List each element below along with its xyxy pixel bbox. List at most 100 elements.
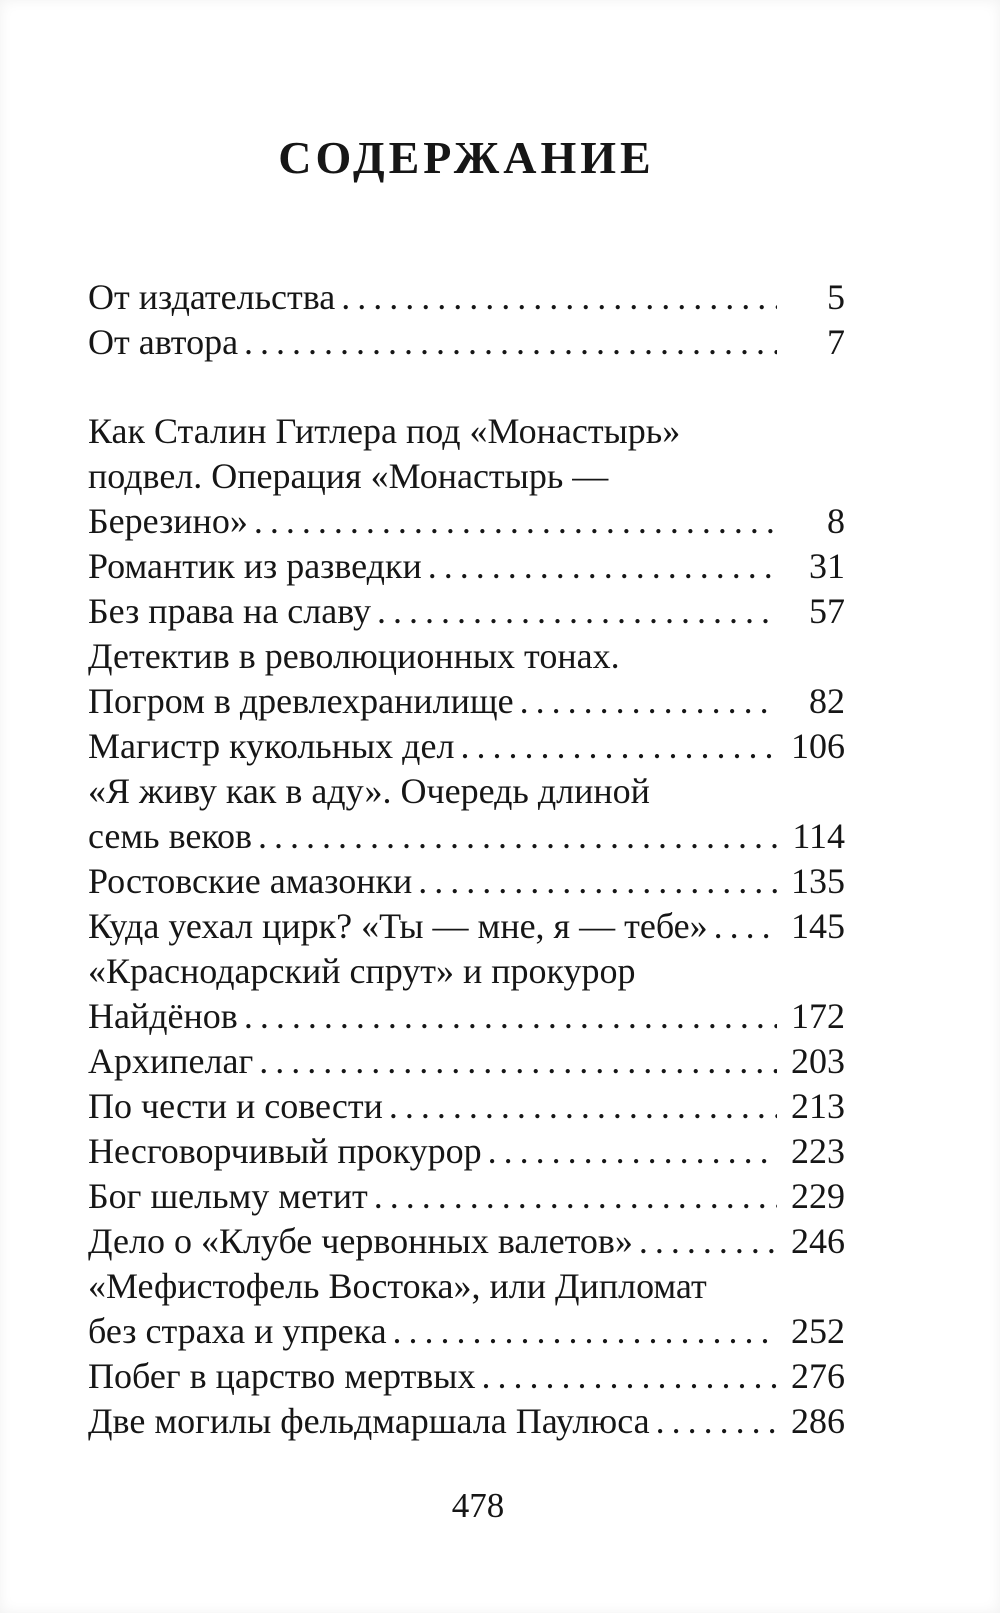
toc-entry-wrapped-lines: Как Сталин Гитлера под «Монастырь» подвел…: [88, 409, 845, 499]
toc-entry-line: Как Сталин Гитлера под «Монастырь»: [88, 411, 681, 452]
dot-leader: [488, 1129, 777, 1174]
toc-entry-title: Побег в царство мертвых: [88, 1356, 476, 1397]
toc-entry-title: Ростовские амазонки: [88, 861, 413, 902]
toc-entry-page: 106: [791, 726, 845, 767]
toc-entry-wrapped-lines: «Мефистофель Востока», или Дипломат: [88, 1264, 845, 1309]
toc-entry-lastline: Побег в царство мертвых 276: [88, 1354, 845, 1399]
toc-entry-lastline: Несговорчивый прокурор 223: [88, 1129, 845, 1174]
toc-entry-title: Найдёнов: [88, 996, 238, 1037]
toc-entry-lastline: Ростовские амазонки 135: [88, 859, 845, 904]
toc-entry-page: 31: [809, 546, 845, 587]
toc-entry: «Я живу как в аду». Очередь длиной семь …: [88, 769, 845, 859]
toc-entry-wrapped-lines: «Я живу как в аду». Очередь длиной: [88, 769, 845, 814]
toc-entry: Бог шельму метит 229: [88, 1174, 845, 1219]
toc-entry-page: 213: [791, 1086, 845, 1127]
toc-entry-page: 7: [827, 322, 845, 363]
toc-entry: Магистр кукольных дел 106: [88, 724, 845, 769]
toc-entry: Куда уехал цирк? «Ты — мне, я — тебе» 14…: [88, 904, 845, 949]
toc-heading: СОДЕРЖАНИЕ: [278, 132, 655, 183]
toc-entry-page: 223: [791, 1131, 845, 1172]
toc-chapters: Как Сталин Гитлера под «Монастырь» подвел…: [88, 409, 845, 1444]
toc-entry-title: Березино»: [88, 501, 248, 542]
toc-entry: Две могилы фельдмаршала Паулюса 286: [88, 1399, 845, 1444]
toc-entry-wrapped-lines: «Краснодарский спрут» и прокурор: [88, 949, 845, 994]
toc-entry-lastline: Березино» 8: [88, 499, 845, 544]
toc-entry-title: Две могилы фельдмаршала Паулюса: [88, 1401, 650, 1442]
toc-entry-lastline: Романтик из разведки 31: [88, 544, 845, 589]
toc-entry-line: «Краснодарский спрут» и прокурор: [88, 951, 636, 992]
toc-entry-line: «Мефистофель Востока», или Дипломат: [88, 1266, 707, 1307]
toc-entry-title: Куда уехал цирк? «Ты — мне, я — тебе»: [88, 906, 708, 947]
dot-leader: [460, 724, 777, 769]
dot-leader: [482, 1354, 778, 1399]
toc-entry: От издательства 5: [88, 275, 845, 320]
toc-entry-title: Архипелаг: [88, 1041, 254, 1082]
page-number: 478: [451, 1486, 505, 1525]
toc-entry-lastline: Две могилы фельдмаршала Паулюса 286: [88, 1399, 845, 1444]
toc-entry-lastline: Дело о «Клубе червонных валетов» 246: [88, 1219, 845, 1264]
toc-entry-lastline: По чести и совести 213: [88, 1084, 845, 1129]
toc-entry-title: без страха и упрека: [88, 1311, 387, 1352]
dot-leader: [341, 275, 777, 320]
toc-entry-wrapped-lines: Детектив в революционных тонах.: [88, 634, 845, 679]
toc-entry-lastline: Без права на славу 57: [88, 589, 845, 634]
dot-leader: [520, 679, 777, 724]
toc-entry-title: Бог шельму метит: [88, 1176, 368, 1217]
dot-leader: [254, 499, 777, 544]
toc-entry: По чести и совести 213: [88, 1084, 845, 1129]
toc-content: СОДЕРЖАНИЕ От издательства 5 От автора 7…: [88, 130, 845, 1444]
toc-entry-lastline: Бог шельму метит 229: [88, 1174, 845, 1219]
toc-entry: Без права на славу 57: [88, 589, 845, 634]
toc-entry-title: семь веков: [88, 816, 253, 857]
toc-entry-page: 252: [791, 1311, 845, 1352]
dot-leader: [389, 1084, 777, 1129]
toc-entry: Несговорчивый прокурор 223: [88, 1129, 845, 1174]
toc-front-matter: От издательства 5 От автора 7: [88, 275, 845, 365]
toc-entry-title: Дело о «Клубе червонных валетов»: [88, 1221, 633, 1262]
dot-leader: [714, 904, 777, 949]
toc-entry-title: Магистр кукольных дел: [88, 726, 455, 767]
dot-leader: [244, 320, 777, 365]
toc-entry-title: По чести и совести: [88, 1086, 383, 1127]
toc-entry-lastline: Куда уехал цирк? «Ты — мне, я — тебе» 14…: [88, 904, 845, 949]
toc-entry: «Краснодарский спрут» и прокурор Найдёно…: [88, 949, 845, 1039]
toc-entry-title: Несговорчивый прокурор: [88, 1131, 482, 1172]
toc-entry-page: 229: [791, 1176, 845, 1217]
toc-entry-title: Погром в древлехранилище: [88, 681, 514, 722]
toc-list: От издательства 5 От автора 7 Как Сталин…: [88, 275, 845, 1444]
toc-entry-line: подвел. Операция «Монастырь —: [88, 456, 609, 497]
toc-entry-page: 8: [827, 501, 845, 542]
toc-entry-lastline: Магистр кукольных дел 106: [88, 724, 845, 769]
toc-entry-line: «Я живу как в аду». Очередь длиной: [88, 771, 650, 812]
toc-entry-lastline: Погром в древлехранилище 82: [88, 679, 845, 724]
dot-leader: [656, 1399, 777, 1444]
toc-entry-title: От издательства: [88, 277, 336, 318]
toc-entry: Как Сталин Гитлера под «Монастырь» подвел…: [88, 409, 845, 544]
toc-entry: От автора 7: [88, 320, 845, 365]
toc-entry: «Мефистофель Востока», или Дипломат без …: [88, 1264, 845, 1354]
dot-leader: [374, 1174, 777, 1219]
dot-leader: [393, 1309, 777, 1354]
dot-leader: [418, 859, 777, 904]
dot-leader: [428, 544, 777, 589]
dot-leader: [639, 1219, 777, 1264]
dot-leader: [244, 994, 777, 1039]
toc-entry-page: 286: [791, 1401, 845, 1442]
toc-entry-page: 145: [791, 906, 845, 947]
toc-entry-title: Романтик из разведки: [88, 546, 422, 587]
toc-entry-page: 57: [809, 591, 845, 632]
toc-entry-lastline: семь веков 114: [88, 814, 845, 859]
toc-entry-page: 5: [827, 277, 845, 318]
toc-entry: Дело о «Клубе червонных валетов» 246: [88, 1219, 845, 1264]
toc-entry-page: 82: [809, 681, 845, 722]
dot-leader: [259, 1039, 777, 1084]
toc-entry-page: 172: [791, 996, 845, 1037]
toc-entry-lastline: Найдёнов 172: [88, 994, 845, 1039]
toc-entry-page: 135: [791, 861, 845, 902]
toc-entry-title: Без права на славу: [88, 591, 371, 632]
toc-entry-lastline: От издательства 5: [88, 275, 845, 320]
toc-entry-lastline: без страха и упрека 252: [88, 1309, 845, 1354]
toc-entry-page: 246: [791, 1221, 845, 1262]
toc-entry-lastline: Архипелаг 203: [88, 1039, 845, 1084]
